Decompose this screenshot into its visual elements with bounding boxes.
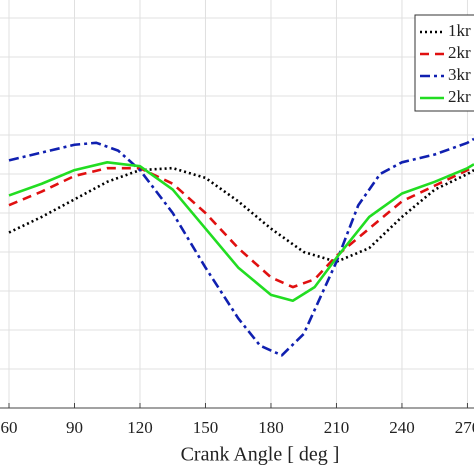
grid: [0, 0, 474, 409]
legend-label: 3kr: [448, 65, 471, 84]
x-tick-label: 150: [193, 418, 219, 437]
legend: 1kr 2kr 3kr 2kr: [414, 14, 474, 112]
series-line: [8, 165, 474, 289]
legend-label: 2kr: [448, 87, 471, 106]
ticks: 60 90 120 150 180 210 240 270: [1, 403, 474, 437]
legend-box: [414, 14, 474, 112]
x-tick-label: 180: [258, 418, 284, 437]
legend-label: 2kr: [448, 43, 471, 62]
x-tick-label: 60: [1, 418, 18, 437]
lines: [8, 137, 474, 357]
series-line: [8, 166, 474, 264]
x-axis-label: Crank Angle [ deg ]: [181, 444, 340, 466]
x-tick-label: 270: [455, 418, 474, 437]
x-tick-label: 120: [127, 418, 153, 437]
x-tick-label: 240: [389, 418, 415, 437]
x-tick-label: 90: [66, 418, 83, 437]
x-tick-label: 210: [324, 418, 350, 437]
series-line: [8, 137, 474, 357]
series-line: [8, 161, 474, 303]
legend-label: 1kr: [448, 21, 471, 40]
